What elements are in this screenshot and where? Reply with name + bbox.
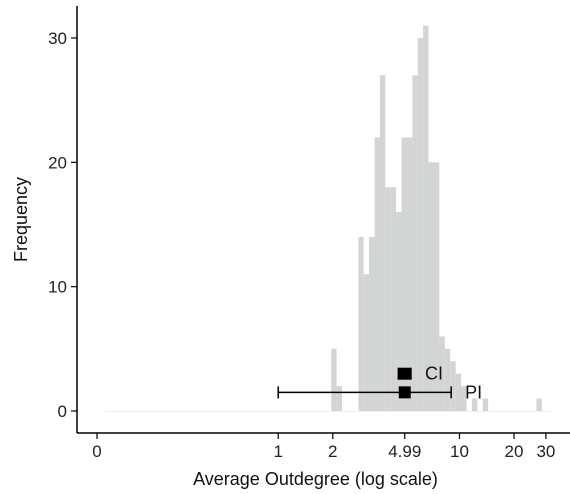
- x-tick-label: 1: [273, 442, 282, 461]
- x-tick-label: 4.99: [388, 442, 421, 461]
- y-tick-label: 10: [48, 278, 67, 297]
- histogram-bar: [434, 162, 440, 411]
- histogram-bars: [105, 25, 551, 412]
- x-tick-label: 2: [328, 442, 337, 461]
- histogram-bar: [428, 162, 435, 411]
- histogram-bar: [412, 75, 418, 412]
- histogram-bar: [336, 386, 343, 411]
- y-axis-title: Frequency: [11, 177, 31, 262]
- histogram-bar: [396, 212, 402, 411]
- histogram-bar: [471, 398, 478, 411]
- histogram-bar: [482, 398, 489, 411]
- histogram-bar: [363, 274, 370, 411]
- interval-point: [398, 386, 411, 399]
- histogram-bar: [406, 137, 413, 411]
- histogram-bar: [439, 336, 445, 411]
- histogram-bar: [461, 386, 467, 411]
- histogram-bar: [374, 137, 380, 411]
- histogram-bar: [455, 373, 462, 411]
- x-tick-label: 0: [92, 442, 101, 461]
- histogram-bar: [444, 348, 451, 411]
- histogram-bar: [450, 361, 456, 411]
- x-axis-title: Average Outdegree (log scale): [193, 469, 438, 489]
- interval-pi: PI: [277, 382, 482, 402]
- histogram-bar: [536, 398, 542, 411]
- y-tick-label: 0: [58, 402, 67, 421]
- histogram-bar: [417, 38, 424, 411]
- x-tick-label: 10: [450, 442, 469, 461]
- x-tick-label: 20: [505, 442, 524, 461]
- y-tick-label: 30: [48, 29, 67, 48]
- histogram-bar: [423, 25, 429, 412]
- histogram-bar: [390, 187, 397, 411]
- y-tick-label: 20: [48, 153, 67, 172]
- histogram-bar: [385, 187, 391, 411]
- histogram-bar: [401, 137, 407, 411]
- interval-point: [398, 367, 411, 380]
- interval-markers: CI PI: [277, 364, 482, 402]
- histogram-bar: [379, 75, 386, 412]
- interval-label: CI: [425, 364, 443, 384]
- interval-label: PI: [465, 382, 482, 402]
- axes: 0 10 20 30 0 1 2 4.99 10 20 30: [48, 6, 570, 461]
- interval-ci: CI: [397, 364, 443, 384]
- histogram-bar: [358, 236, 364, 411]
- histogram-bar: [331, 348, 337, 411]
- x-tick-label: 30: [536, 442, 555, 461]
- histogram-bar: [369, 236, 375, 411]
